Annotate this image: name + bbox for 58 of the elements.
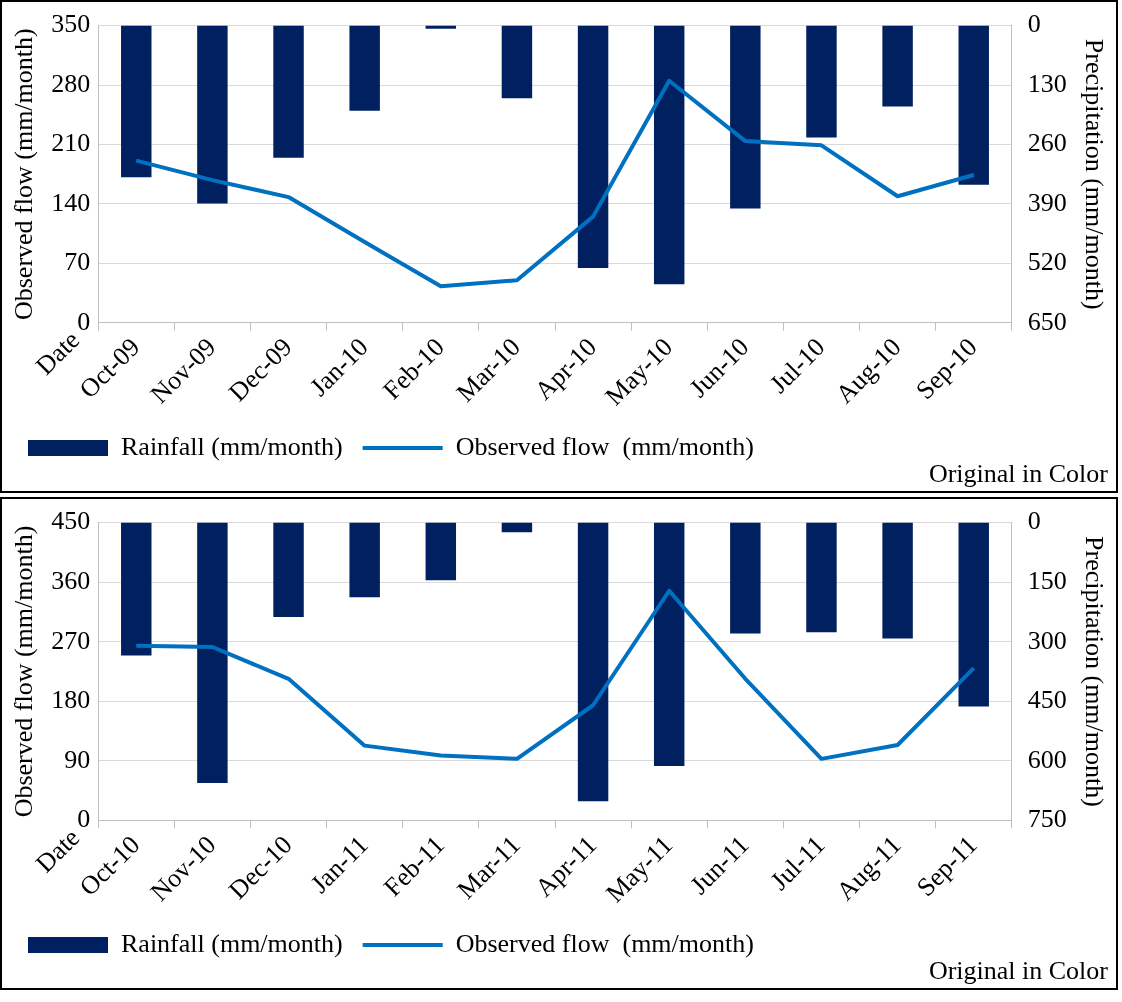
y2-tick-label: 650 xyxy=(1027,306,1067,336)
bar xyxy=(425,25,457,29)
y-tick-label: 0 xyxy=(77,804,91,834)
y-tick-label: 180 xyxy=(51,685,91,715)
bar xyxy=(349,522,380,598)
bar xyxy=(197,522,228,784)
y-tick-label: 0 xyxy=(77,306,91,336)
bar xyxy=(958,522,989,707)
bar xyxy=(121,522,152,656)
bar xyxy=(273,522,304,618)
bar xyxy=(577,25,609,268)
y2-axis-title: Precipitation (mm/month) xyxy=(1079,536,1109,807)
bar xyxy=(882,522,913,639)
bar xyxy=(730,25,761,209)
bar xyxy=(577,522,609,802)
y-axis-title: Observed flow (mm/month) xyxy=(9,525,39,818)
y2-tick-label: 150 xyxy=(1027,565,1067,595)
y2-axis-title: Precipitation (mm/month) xyxy=(1079,38,1109,310)
y-tick-label: 360 xyxy=(51,565,91,595)
bar xyxy=(806,25,837,138)
y2-tick-label: 0 xyxy=(1027,9,1041,39)
bar xyxy=(501,25,533,99)
y2-tick-label: 300 xyxy=(1027,625,1067,655)
bar xyxy=(730,522,761,634)
bar xyxy=(349,25,380,111)
y-tick-label: 270 xyxy=(51,625,91,655)
bar xyxy=(197,25,228,204)
y-tick-label: 90 xyxy=(64,744,91,774)
legend-label: Rainfall (mm/month) xyxy=(121,928,343,958)
y-tick-label: 350 xyxy=(51,9,91,39)
bar xyxy=(806,522,837,633)
bar xyxy=(958,25,989,185)
y-tick-label: 210 xyxy=(51,128,91,158)
text: Original in Color xyxy=(928,956,1108,986)
y2-tick-label: 750 xyxy=(1027,804,1067,834)
y-tick-label: 280 xyxy=(51,68,91,98)
y2-tick-label: 390 xyxy=(1027,187,1067,217)
y2-tick-label: 130 xyxy=(1027,68,1067,98)
y2-tick-label: 260 xyxy=(1027,128,1067,158)
y2-tick-label: 520 xyxy=(1027,247,1067,277)
y2-tick-label: 600 xyxy=(1027,744,1067,774)
bar xyxy=(653,25,685,285)
legend-label: Rainfall (mm/month) xyxy=(121,431,343,461)
y2-tick-label: 450 xyxy=(1027,685,1067,715)
bar xyxy=(425,522,457,581)
y-axis-title: Observed flow (mm/month) xyxy=(9,28,39,321)
legend-label: Observed flow (mm/month) xyxy=(455,928,754,958)
y-tick-label: 140 xyxy=(51,187,91,217)
y-tick-label: 70 xyxy=(64,247,91,277)
text: Original in Color xyxy=(928,459,1108,489)
bar xyxy=(653,522,685,767)
bar xyxy=(121,25,152,178)
y-tick-label: 450 xyxy=(51,506,91,536)
bar xyxy=(882,25,913,107)
bar xyxy=(273,25,304,158)
y2-tick-label: 0 xyxy=(1027,506,1041,536)
bar xyxy=(501,522,533,533)
legend-label: Observed flow (mm/month) xyxy=(455,431,754,461)
